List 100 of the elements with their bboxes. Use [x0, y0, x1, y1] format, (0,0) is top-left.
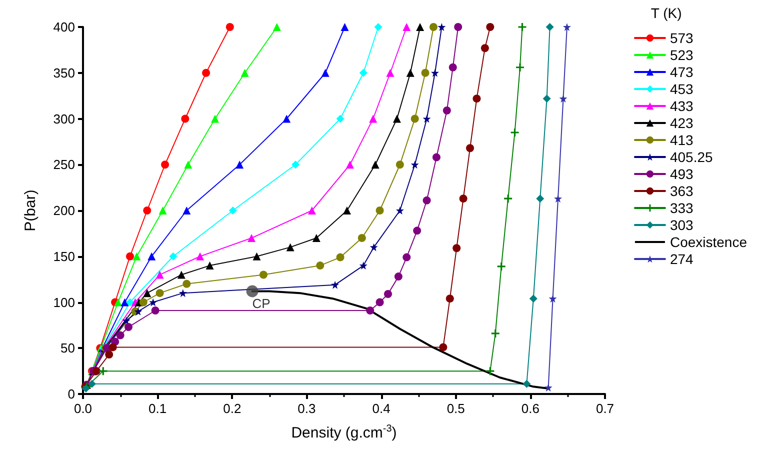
point — [522, 380, 531, 388]
point — [358, 234, 366, 242]
legend-title: T (K) — [650, 5, 682, 21]
point — [542, 94, 551, 103]
point — [406, 68, 414, 77]
point — [410, 114, 419, 123]
point — [206, 262, 214, 270]
point — [529, 294, 538, 303]
legend-label: 413 — [670, 132, 694, 148]
point — [376, 206, 384, 214]
point — [386, 68, 394, 77]
point — [446, 294, 454, 303]
point — [486, 367, 494, 376]
y-tick-label: 250 — [53, 157, 75, 172]
point — [178, 289, 187, 298]
point — [252, 252, 261, 260]
legend-label: Coexistence — [670, 234, 748, 250]
point — [316, 262, 324, 270]
point — [448, 63, 457, 72]
y-axis-title: P(bar) — [22, 190, 39, 232]
point — [336, 253, 344, 262]
point — [228, 206, 237, 214]
annotation: CP — [252, 296, 270, 312]
point — [366, 306, 374, 315]
point — [454, 23, 462, 31]
point — [182, 206, 191, 214]
point — [226, 23, 234, 31]
point — [371, 160, 380, 169]
point — [422, 114, 431, 123]
point — [149, 298, 158, 306]
point — [143, 206, 152, 214]
point — [248, 234, 256, 242]
point — [518, 23, 526, 31]
legend-label: 573 — [670, 30, 694, 46]
legend-label: 423 — [670, 115, 694, 131]
legend-label: 493 — [670, 166, 694, 182]
point — [369, 114, 378, 123]
point — [92, 367, 100, 376]
legend-label: 453 — [670, 81, 694, 97]
point — [554, 194, 562, 203]
legend-label: 363 — [670, 183, 694, 199]
point — [439, 343, 448, 352]
point — [546, 23, 554, 31]
point — [184, 160, 192, 169]
point — [148, 252, 156, 260]
point — [114, 298, 122, 306]
point — [126, 252, 134, 260]
point — [562, 23, 571, 31]
y-tick-label: 200 — [53, 203, 75, 218]
point — [421, 68, 430, 77]
point — [432, 153, 440, 162]
point — [480, 44, 489, 52]
y-tick-label: 150 — [53, 248, 75, 264]
x-tick-label: 0.4 — [372, 401, 390, 416]
x-tick-label: 0.0 — [74, 401, 92, 416]
point — [122, 316, 130, 325]
point — [286, 243, 294, 252]
point — [516, 63, 524, 72]
point — [472, 94, 481, 103]
point — [312, 234, 320, 242]
point — [156, 289, 164, 298]
point — [402, 253, 411, 262]
point — [336, 114, 344, 123]
point — [236, 160, 244, 169]
point — [392, 114, 401, 123]
point — [182, 280, 191, 288]
point — [413, 226, 422, 235]
point — [210, 114, 219, 123]
legend-label: 523 — [670, 47, 694, 63]
legend-label: 333 — [670, 200, 694, 216]
point — [442, 106, 451, 114]
x-tick-label: 0.3 — [298, 401, 316, 416]
legend-label: 303 — [670, 217, 694, 233]
point — [376, 298, 384, 306]
point — [438, 23, 446, 31]
legend-label: 473 — [670, 64, 694, 80]
point — [544, 384, 552, 392]
point — [416, 23, 424, 31]
point — [359, 262, 368, 270]
point — [120, 298, 129, 306]
point — [158, 206, 167, 214]
x-tick-label: 0.2 — [223, 401, 242, 416]
x-tick-label: 0.7 — [596, 401, 614, 416]
point — [410, 160, 419, 169]
point — [510, 128, 519, 137]
point — [99, 367, 108, 376]
point — [161, 160, 170, 169]
point — [126, 298, 134, 306]
y-tick-label: 50 — [60, 340, 75, 356]
point — [282, 114, 291, 123]
point — [292, 160, 300, 169]
x-tick-label: 0.1 — [148, 401, 167, 416]
point — [497, 262, 506, 270]
legend-label: 405.25 — [670, 149, 713, 165]
point — [143, 289, 152, 298]
point — [430, 68, 439, 77]
point — [308, 206, 316, 214]
point — [272, 23, 281, 31]
point — [396, 206, 404, 214]
point — [346, 160, 354, 169]
